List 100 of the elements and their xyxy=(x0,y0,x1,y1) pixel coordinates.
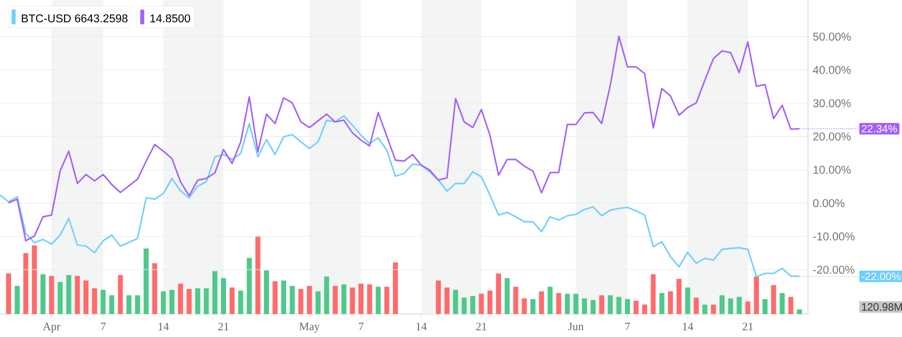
bar xyxy=(83,280,88,314)
bar xyxy=(264,270,269,314)
y-tick-label: -10.00% xyxy=(813,232,855,240)
annotation: 22.34% xyxy=(862,124,898,132)
bar xyxy=(780,292,785,314)
x-tick-label: 14 xyxy=(158,322,169,330)
bar xyxy=(230,287,235,314)
bar xyxy=(272,281,278,314)
bar xyxy=(762,299,768,314)
x-tick-label: Apr xyxy=(42,322,60,333)
bar xyxy=(324,276,330,314)
bar xyxy=(771,285,776,314)
bar xyxy=(152,263,158,314)
bar xyxy=(6,273,12,314)
bar xyxy=(358,284,364,314)
annotation: -22.00% xyxy=(862,272,901,280)
bar xyxy=(496,273,502,314)
bar xyxy=(178,284,184,314)
bar xyxy=(513,286,518,314)
bar xyxy=(616,296,622,314)
x-tick-label: 7 xyxy=(358,322,364,330)
bar xyxy=(144,248,149,314)
bar xyxy=(58,282,63,314)
bar xyxy=(290,286,295,314)
x-tick-label: 14 xyxy=(682,322,694,330)
bar xyxy=(539,291,544,314)
bar xyxy=(23,253,28,314)
bar xyxy=(169,290,174,314)
bar xyxy=(246,258,252,314)
x-tick-label: 21 xyxy=(742,322,753,330)
bar xyxy=(788,296,794,314)
bar xyxy=(436,280,441,314)
bar xyxy=(573,294,578,314)
bar xyxy=(332,286,338,314)
bar xyxy=(487,290,492,314)
bar xyxy=(40,274,46,314)
bar xyxy=(392,262,398,314)
bar xyxy=(74,276,80,314)
x-tick-label: 7 xyxy=(625,322,630,330)
x-tick-label: Jun xyxy=(568,322,584,330)
bar xyxy=(100,290,106,314)
bar xyxy=(659,292,664,314)
bar xyxy=(590,300,596,314)
bar xyxy=(255,236,260,314)
bar xyxy=(650,274,656,314)
bar xyxy=(14,286,20,314)
bar xyxy=(135,295,140,314)
bar xyxy=(341,284,346,314)
bar xyxy=(676,278,682,314)
bar xyxy=(599,295,604,314)
bar xyxy=(384,286,390,314)
y-tick-label: 0.00% xyxy=(813,199,844,208)
bar xyxy=(350,287,355,314)
y-tick-label: -20.00% xyxy=(813,266,855,274)
y-tick-label: 10.00% xyxy=(814,166,851,174)
bar xyxy=(470,296,476,314)
bar xyxy=(564,294,570,314)
bar xyxy=(634,300,639,314)
bar xyxy=(694,298,699,314)
bar xyxy=(212,271,218,314)
bar xyxy=(160,291,166,314)
bar xyxy=(668,291,673,314)
text: 120.98M xyxy=(862,303,902,311)
bar xyxy=(710,304,716,314)
bar xyxy=(556,292,562,314)
bar xyxy=(92,288,98,314)
bar xyxy=(685,287,690,314)
bar xyxy=(109,295,114,314)
bar xyxy=(720,295,725,314)
bar xyxy=(530,299,536,314)
bar xyxy=(754,276,759,314)
y-tick-label: 40.00% xyxy=(812,66,851,74)
y-tick-label: 20.00% xyxy=(813,132,851,141)
bar xyxy=(220,278,226,314)
legend-label: BTC-USD 6643.2598 xyxy=(22,14,128,22)
bar xyxy=(32,245,37,314)
bar xyxy=(298,289,304,314)
bar xyxy=(306,286,312,314)
x-tick-label: 21 xyxy=(218,322,228,330)
bar xyxy=(376,286,381,314)
bar xyxy=(745,302,750,314)
bar xyxy=(281,280,286,314)
bar xyxy=(186,289,192,314)
bar xyxy=(702,304,708,314)
bar xyxy=(462,298,467,314)
bar xyxy=(238,290,244,314)
bar xyxy=(504,278,510,314)
y-tick-label: 30.00% xyxy=(813,99,851,108)
x-tick-label: May xyxy=(299,322,320,333)
bar xyxy=(316,291,321,314)
bar xyxy=(642,304,648,314)
bar xyxy=(49,276,54,314)
bar xyxy=(444,287,450,314)
y-tick-label: 50.00% xyxy=(813,32,851,41)
bar xyxy=(195,288,200,314)
bar xyxy=(796,309,802,314)
x-tick-label: 21 xyxy=(476,322,486,330)
x-tick-label: 14 xyxy=(416,322,427,330)
bar xyxy=(522,298,527,314)
bar xyxy=(204,288,209,314)
